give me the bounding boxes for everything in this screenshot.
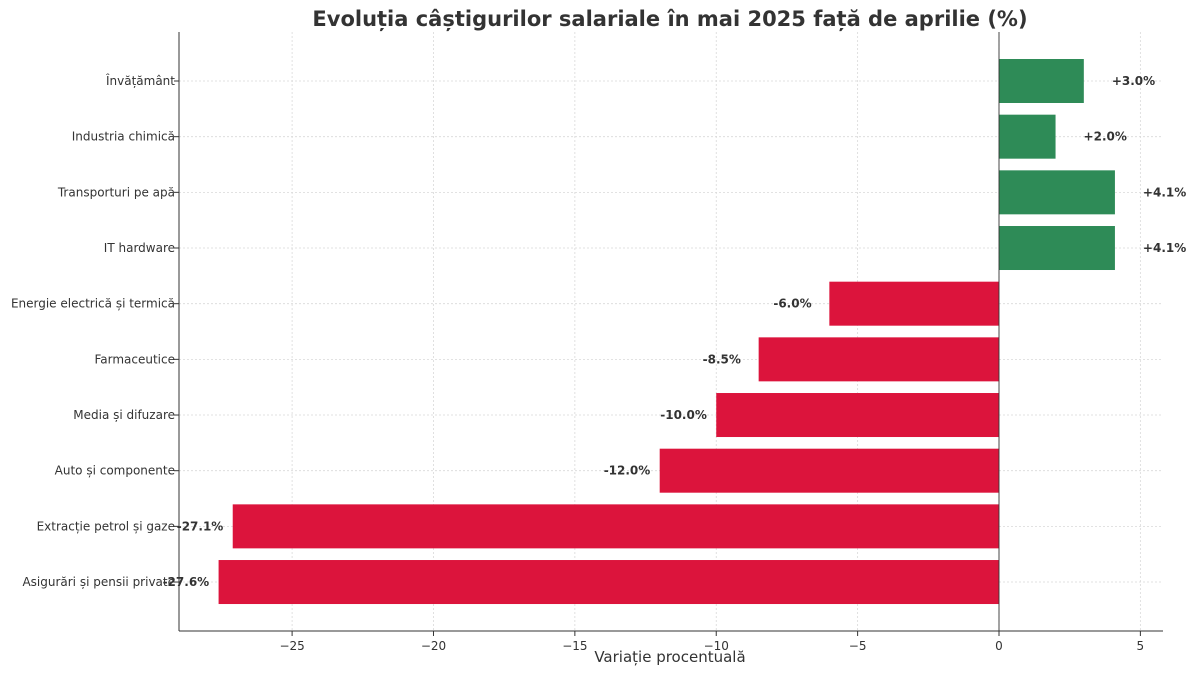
category-label: Extracție petrol și gaze — [37, 519, 175, 533]
category-label: IT hardware — [104, 241, 175, 255]
bar — [716, 393, 999, 438]
bar — [659, 448, 999, 493]
bar — [758, 337, 999, 382]
data-label: +2.0% — [1084, 130, 1127, 144]
category-label: Auto și componente — [55, 464, 175, 478]
chart-title: Evoluția câștigurilor salariale în mai 2… — [312, 7, 1027, 32]
data-label: +4.1% — [1143, 241, 1186, 255]
bar — [232, 504, 1000, 549]
x-tick-label: −15 — [562, 639, 587, 653]
bar — [999, 59, 1084, 103]
data-label: -8.5% — [703, 352, 741, 366]
bar — [218, 560, 1000, 605]
x-axis-label: Variație procentuală — [594, 648, 745, 666]
category-label: Industria chimică — [72, 130, 175, 144]
bar — [829, 281, 999, 326]
axes: −25 −20 −15 −10 −5 0 5 Învățământ Industria chim… — [11, 32, 1163, 653]
data-label: +3.0% — [1112, 74, 1155, 88]
data-label: -27.6% — [163, 575, 210, 589]
x-tick-label: −10 — [704, 639, 729, 653]
x-tick-label: −20 — [421, 639, 446, 653]
x-tick-label: 0 — [995, 639, 1003, 653]
category-label: Învățământ — [105, 73, 175, 88]
data-labels: +3.0% +2.0% +4.1% +4.1% -6.0% -8.5% -10.0% -12.… — [163, 74, 1187, 589]
data-label: -10.0% — [660, 408, 707, 422]
data-label: -12.0% — [604, 464, 651, 478]
data-label: +4.1% — [1143, 185, 1186, 199]
data-label: -6.0% — [773, 297, 811, 311]
category-label: Transporturi pe apă — [57, 185, 175, 199]
category-label: Farmaceutice — [94, 352, 175, 366]
x-tick-label: −25 — [279, 639, 304, 653]
bar — [999, 170, 1115, 215]
bars — [218, 59, 1115, 605]
category-label: Asigurări și pensii private — [22, 575, 175, 589]
x-tick-label: −5 — [849, 639, 867, 653]
bar — [999, 226, 1115, 271]
x-tick-label: 5 — [1137, 639, 1145, 653]
category-label: Media și difuzare — [73, 408, 175, 422]
data-label: -27.1% — [177, 519, 224, 533]
bar — [999, 114, 1056, 159]
category-label: Energie electrică și termică — [11, 297, 175, 311]
